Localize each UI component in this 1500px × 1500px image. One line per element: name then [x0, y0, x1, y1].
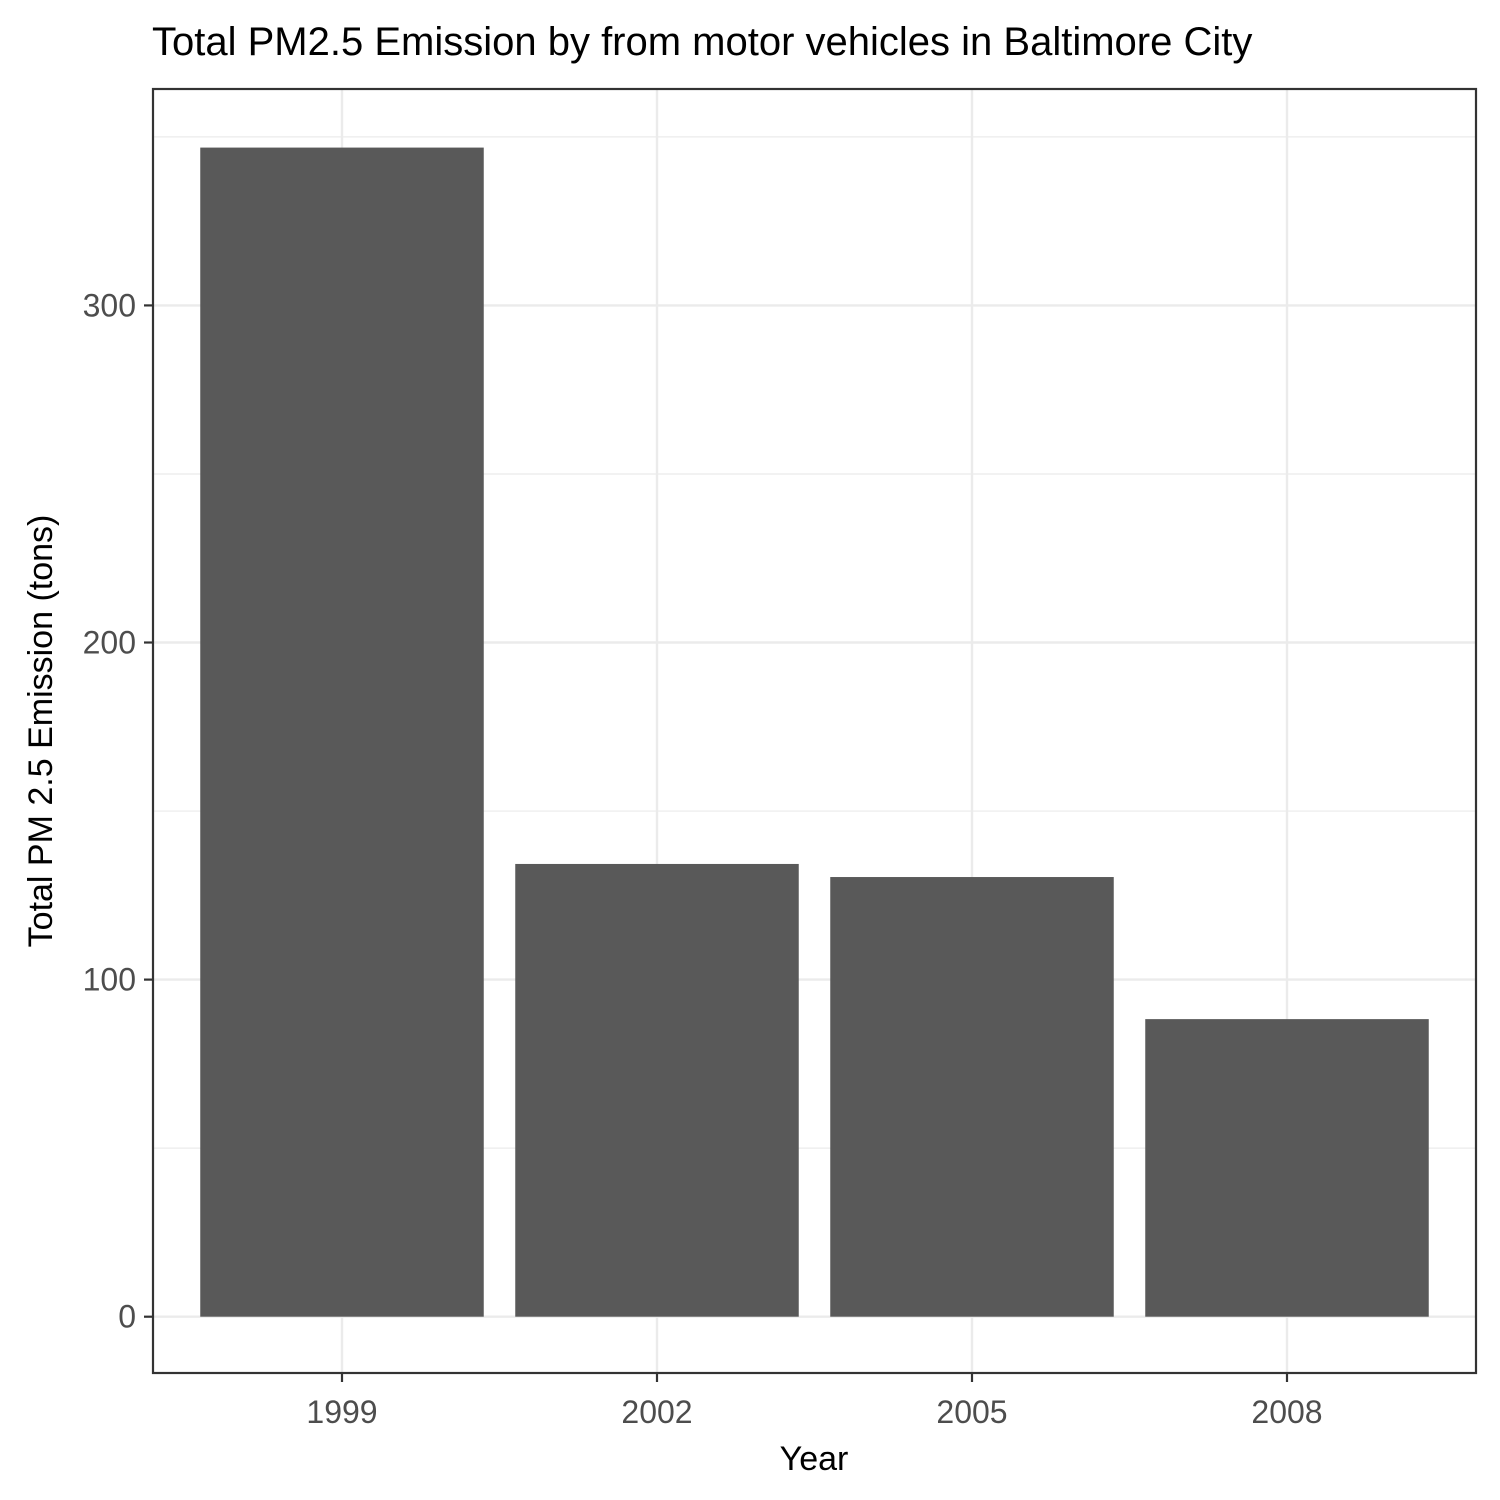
x-tick-label: 2002: [621, 1394, 692, 1430]
chart-title: Total PM2.5 Emission by from motor vehic…: [152, 20, 1252, 64]
bar-2002: [515, 864, 799, 1317]
bar-1999: [200, 148, 484, 1317]
x-tick-label: 1999: [306, 1394, 377, 1430]
bar-2005: [830, 877, 1114, 1317]
x-axis-title: Year: [780, 1440, 849, 1478]
x-tick-label: 2008: [1251, 1394, 1322, 1430]
x-tick-label: 2005: [936, 1394, 1007, 1430]
bar-2008: [1145, 1019, 1429, 1317]
y-tick-label: 300: [83, 287, 136, 323]
y-tick-label: 100: [83, 962, 136, 998]
y-tick-label: 0: [118, 1299, 136, 1335]
y-axis-title: Total PM 2.5 Emission (tons): [22, 515, 60, 948]
y-tick-label: 200: [83, 625, 136, 661]
